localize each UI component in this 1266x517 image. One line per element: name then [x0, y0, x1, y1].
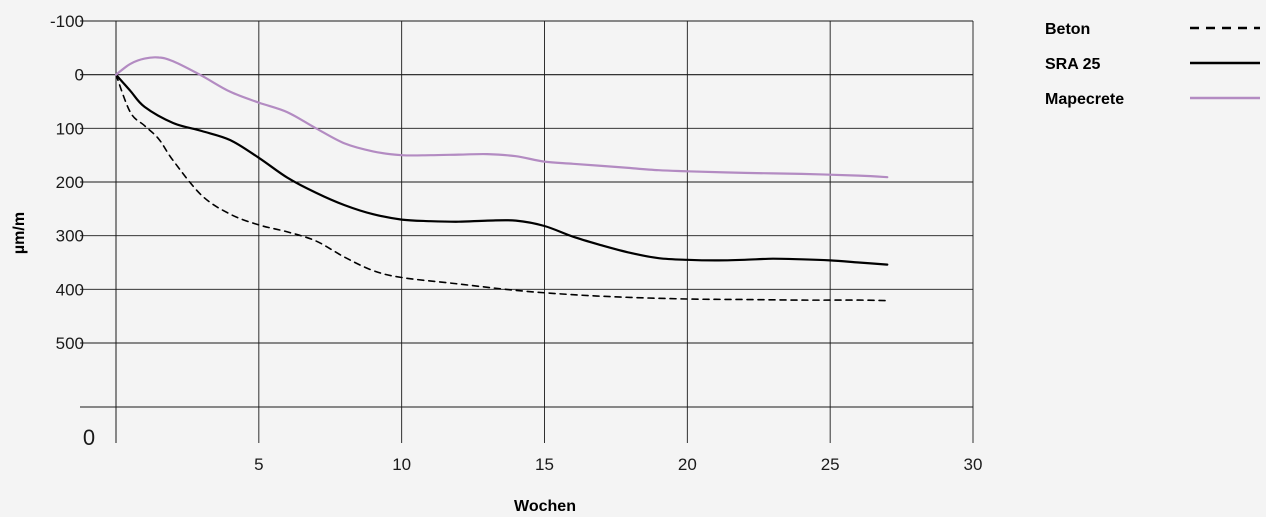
series-line-mapecrete [114, 56, 889, 179]
y-tick-label: 500 [56, 334, 84, 353]
legend-label-sra-25: SRA 25 [1045, 56, 1101, 73]
y-tick-label: 200 [56, 173, 84, 192]
y-tick-label: -100 [50, 12, 84, 31]
y-tick-label: 300 [56, 227, 84, 246]
series-line-sra-25 [114, 73, 889, 266]
legend-label-beton: Beton [1045, 21, 1090, 38]
y-axis-label: µm/m [11, 212, 28, 254]
x-tick-label: 30 [964, 455, 983, 474]
origin-label: 0 [83, 425, 95, 450]
x-tick-label: 5 [254, 455, 263, 474]
grid [80, 20, 974, 443]
series-lines [114, 56, 889, 302]
x-tick-label: 25 [821, 455, 840, 474]
legend: Beton SRA 25 Mapecrete [1045, 21, 1260, 108]
x-tick-label: 15 [535, 455, 554, 474]
y-tick-label: 0 [75, 66, 84, 85]
y-tick-label: 100 [56, 119, 84, 138]
series-line-beton [115, 73, 889, 302]
x-axis-label: Wochen [514, 498, 576, 515]
legend-label-mapecrete: Mapecrete [1045, 91, 1124, 108]
tick-labels: -100 0 100 200 300 400 500 5 10 15 20 25 30 [50, 12, 982, 474]
x-tick-label: 10 [392, 455, 411, 474]
x-tick-label: 20 [678, 455, 697, 474]
y-tick-label: 400 [56, 280, 84, 299]
